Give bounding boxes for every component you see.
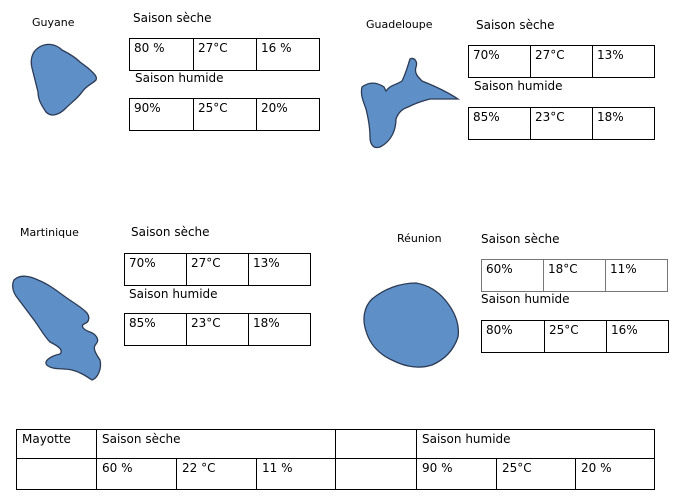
wet-season-label-reunion: Saison humide [481,292,570,306]
temperature-cell: 25°C [544,320,607,353]
spacer-cell [335,429,417,459]
humidity-cell: 85% [468,107,531,140]
dry-season-label-mayotte: Saison sèche [96,429,336,459]
rate-cell: 13% [592,45,655,78]
temperature-cell: 18°C [543,259,606,292]
dry-season-label-guyane: Saison sèche [133,11,212,25]
dry-season-table-guyane: 80 % 27°C 16 % [129,38,320,71]
dry-season-table-guadeloupe: 70% 27°C 13% [468,45,655,78]
spacer-cell [335,458,417,490]
humidity-cell: 85% [124,313,187,346]
temperature-cell: 23°C [530,107,593,140]
temperature-cell: 23°C [186,313,249,346]
dry-temperature-cell: 22 °C [176,458,257,490]
temperature-cell: 25°C [193,98,257,131]
wet-humidity-cell: 90 % [416,458,497,490]
humidity-cell: 70% [468,45,531,78]
rate-cell: 11% [605,259,668,292]
territory-name-guyane: Guyane [32,16,75,29]
wet-temperature-cell: 25°C [496,458,576,490]
dry-humidity-cell: 60 % [96,458,177,490]
rate-cell: 18% [592,107,655,140]
humidity-cell: 80 % [129,38,194,71]
empty-cell [16,458,97,490]
humidity-cell: 60% [481,259,544,292]
humidity-cell: 90% [129,98,194,131]
dry-season-label-martinique: Saison sèche [131,225,210,239]
wet-season-table-guadeloupe: 85% 23°C 18% [468,107,655,140]
guadeloupe-map-icon [360,57,461,149]
temperature-cell: 27°C [193,38,257,71]
rate-cell: 13% [248,253,311,286]
territory-name-martinique: Martinique [20,226,79,239]
dry-season-table-reunion: 60% 18°C 11% [481,259,668,292]
dry-season-table-martinique: 70% 27°C 13% [124,253,311,286]
humidity-cell: 70% [124,253,187,286]
territory-name-guadeloupe: Guadeloupe [366,18,433,31]
rate-cell: 20% [256,98,320,131]
dry-rate-cell: 11 % [256,458,336,490]
dry-season-label-guadeloupe: Saison sèche [476,18,555,32]
wet-rate-cell: 20 % [575,458,655,490]
temperature-cell: 27°C [186,253,249,286]
wet-season-label-guyane: Saison humide [135,71,224,85]
wet-season-label-mayotte: Saison humide [416,429,655,459]
wet-season-table-reunion: 80% 25°C 16% [481,320,669,353]
wet-season-label-guadeloupe: Saison humide [474,79,563,93]
rate-cell: 16% [606,320,669,353]
martinique-map-icon [12,275,102,381]
wet-season-table-guyane: 90% 25°C 20% [129,98,320,131]
wet-season-table-martinique: 85% 23°C 18% [124,313,311,346]
mayotte-table: Mayotte Saison sèche Saison humide 60 % … [16,429,655,490]
dry-season-label-reunion: Saison sèche [481,232,560,246]
rate-cell: 18% [248,313,311,346]
wet-season-label-martinique: Saison humide [129,287,218,301]
guyane-map-icon [30,43,98,116]
humidity-cell: 80% [481,320,545,353]
territory-name-reunion: Réunion [397,232,442,245]
rate-cell: 16 % [256,38,320,71]
territory-name-mayotte: Mayotte [16,429,97,459]
temperature-cell: 27°C [530,45,593,78]
reunion-map-icon [363,282,460,368]
